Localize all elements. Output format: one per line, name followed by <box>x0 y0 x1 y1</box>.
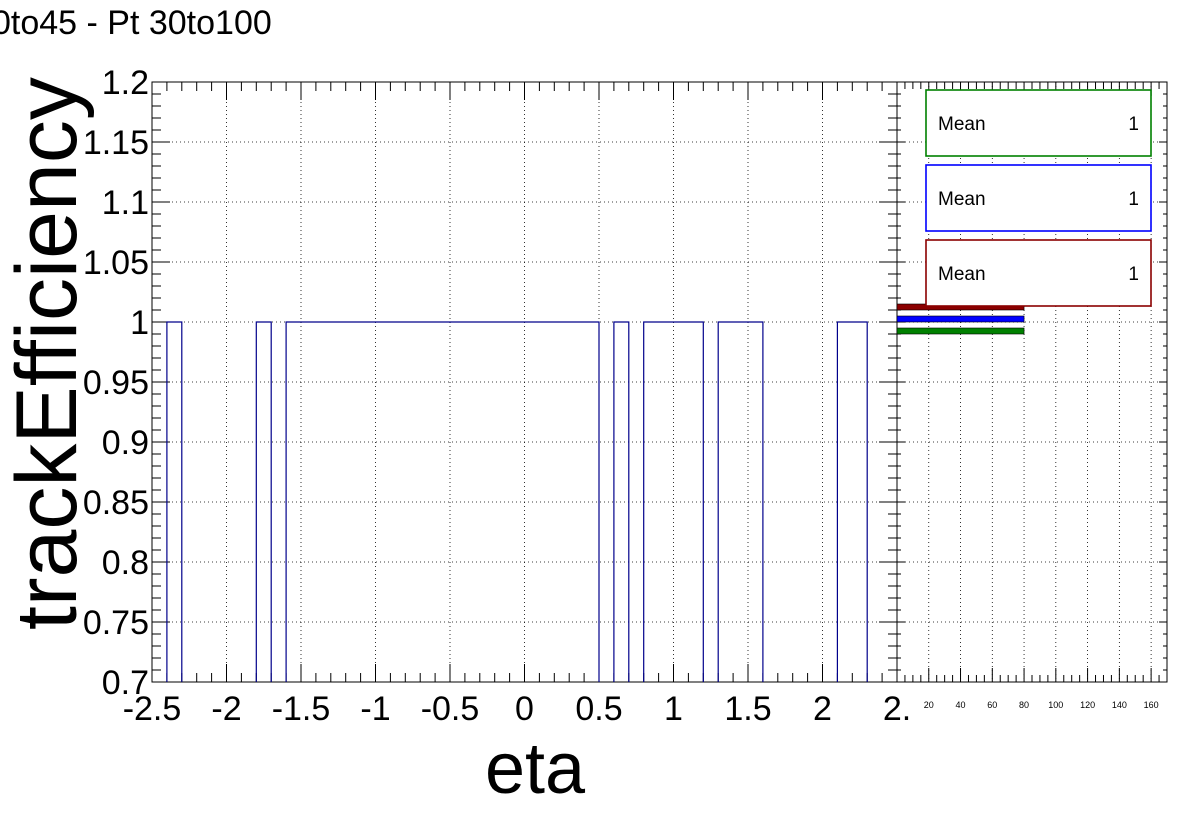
x-tick-label: 0 <box>515 690 534 728</box>
y-tick-label: 0.8 <box>102 544 149 582</box>
stats-box-value: 1 <box>1128 189 1139 210</box>
side-plot-bars <box>896 303 1025 335</box>
y-axis-label: trackEfficiency <box>0 77 95 630</box>
x-tick-label: 2 <box>813 690 832 728</box>
stats-boxes: Mean 1 Mean 1 Mean 1 <box>925 89 1152 307</box>
main-plot-grid <box>152 82 897 682</box>
x-tick-label: -2.5 <box>123 690 182 728</box>
side-x-tick-label: 60 <box>987 700 997 710</box>
chart-title: 0to45 - Pt 30to100 <box>0 4 272 42</box>
x-tick-label: 1.5 <box>724 690 771 728</box>
side-x-tick-label: 160 <box>1144 700 1159 710</box>
side-x-tick-label: 80 <box>1019 700 1029 710</box>
y-tick-label: 0.7 <box>102 664 149 702</box>
y-tick-label: 0.9 <box>102 424 149 462</box>
histogram-bin <box>717 321 764 682</box>
main-plot-series <box>166 321 868 682</box>
y-tick-label: 1.15 <box>83 124 149 162</box>
y-tick-labels: 0.7 0.75 0.8 0.85 0.9 0.95 1 1.05 1.1 1.15 1.2 <box>83 64 149 702</box>
histogram-bin <box>836 321 868 682</box>
histogram-bin <box>255 321 272 682</box>
side-bar <box>896 315 1025 323</box>
histogram-bin <box>643 321 704 682</box>
stats-box <box>925 89 1152 157</box>
y-tick-label: 1.05 <box>83 244 149 282</box>
stats-box-value: 1 <box>1128 264 1139 285</box>
y-tick-label: 1.2 <box>102 64 149 102</box>
stats-box-label: Mean <box>938 189 986 210</box>
stats-box <box>925 164 1152 232</box>
stats-box-label: Mean <box>938 114 986 135</box>
histogram-bin <box>285 321 600 682</box>
x-tick-labels: -2.5 -2 -1.5 -1 -0.5 0 0.5 1 1.5 2 2. <box>123 690 911 728</box>
histogram-bin <box>613 321 630 682</box>
y-tick-label: 0.95 <box>83 364 149 402</box>
histogram-bin <box>166 321 183 682</box>
side-x-tick-label: 140 <box>1112 700 1127 710</box>
side-x-tick-label: 20 <box>924 700 934 710</box>
x-tick-label: 2. <box>883 690 911 728</box>
stats-box-label: Mean <box>938 264 986 285</box>
x-tick-label: -2 <box>211 690 241 728</box>
x-tick-label: -1 <box>360 690 390 728</box>
x-axis-label: eta <box>485 729 586 809</box>
y-tick-label: 0.85 <box>83 484 149 522</box>
side-x-tick-label: 100 <box>1048 700 1063 710</box>
side-x-tick-label: 120 <box>1080 700 1095 710</box>
x-tick-label: -0.5 <box>421 690 480 728</box>
side-x-tick-label: 40 <box>956 700 966 710</box>
y-tick-label: 1.1 <box>102 184 149 222</box>
y-tick-label: 0.75 <box>83 604 149 642</box>
side-bar <box>896 327 1025 335</box>
side-x-tick-labels: 20 40 60 80 100 120 140 160 <box>924 700 1159 710</box>
x-tick-label: 1 <box>664 690 683 728</box>
stats-box <box>925 239 1152 307</box>
x-tick-label: -1.5 <box>272 690 331 728</box>
y-tick-label: 1 <box>130 304 149 342</box>
x-tick-label: 0.5 <box>575 690 622 728</box>
stats-box-value: 1 <box>1128 114 1139 135</box>
